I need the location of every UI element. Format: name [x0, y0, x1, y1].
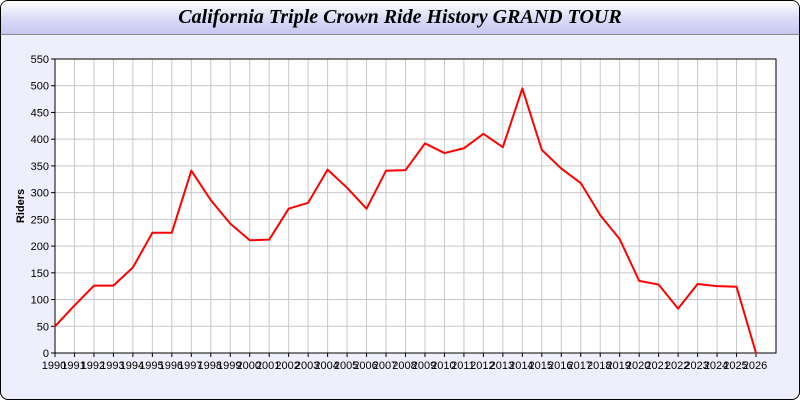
x-tick-label: 2004	[314, 360, 338, 372]
x-tick-label: 1995	[139, 360, 163, 372]
data-point	[268, 238, 270, 241]
x-tick-label: 2013	[490, 360, 514, 372]
data-point	[54, 325, 56, 328]
chart-title: California Triple Crown Ride History GRA…	[178, 6, 622, 28]
x-tick-label: 2021	[645, 360, 669, 372]
data-point	[248, 239, 251, 242]
x-tick-label: 2020	[626, 360, 650, 372]
data-point	[132, 266, 134, 269]
x-tick-label: 2014	[509, 360, 533, 372]
x-tick-label: 2005	[334, 360, 358, 372]
data-point	[73, 304, 76, 307]
x-tick-label: 2024	[704, 360, 728, 372]
x-tick-label: 2023	[684, 360, 708, 372]
y-tick-label: 0	[43, 348, 49, 360]
x-tick-label: 2019	[606, 360, 630, 372]
data-point	[385, 169, 387, 172]
data-point	[404, 169, 407, 171]
x-tick-label: 2007	[373, 360, 397, 372]
plot-border	[54, 58, 777, 354]
x-tick-label: 2008	[392, 360, 416, 372]
data-point	[618, 238, 621, 240]
x-tick-label: 1992	[81, 360, 105, 372]
data-point	[696, 283, 699, 285]
x-tick-label: 2006	[353, 360, 377, 372]
y-tick-label: 250	[31, 214, 49, 226]
x-tick-label: 2017	[568, 360, 592, 372]
x-tick-label: 2003	[295, 360, 319, 372]
x-tick-label: 1994	[120, 360, 144, 372]
data-point	[463, 147, 465, 150]
x-tick-label: 2015	[529, 360, 553, 372]
data-point	[307, 201, 309, 204]
x-tick-label: 2011	[451, 360, 475, 372]
y-tick-label: 450	[31, 107, 49, 119]
data-point	[112, 284, 115, 287]
x-tick-label: 2009	[412, 360, 436, 372]
x-tick-label: 2018	[587, 360, 611, 372]
data-point	[93, 284, 95, 287]
plot-area	[55, 59, 776, 353]
data-point	[638, 280, 640, 282]
y-tick-label: 550	[31, 54, 49, 66]
data-point	[482, 133, 485, 135]
data-point	[735, 285, 738, 288]
data-point	[599, 214, 602, 216]
x-tick-label: 2001	[256, 360, 280, 372]
y-tick-label: 350	[31, 161, 49, 173]
data-point	[502, 146, 504, 148]
x-tick-label: 2022	[665, 360, 689, 372]
x-tick-label: 2026	[743, 360, 767, 372]
data-point	[151, 231, 154, 234]
y-tick-label: 400	[31, 134, 49, 146]
data-point	[287, 207, 290, 210]
title-bar: California Triple Crown Ride History GRA…	[1, 1, 799, 35]
data-point	[424, 142, 426, 145]
data-point	[579, 182, 582, 184]
y-axis-label: Riders	[15, 189, 27, 223]
data-point	[171, 231, 173, 234]
x-tick-label: 2010	[431, 360, 455, 372]
y-tick-label: 200	[31, 241, 49, 253]
x-tick-label: 2000	[236, 360, 260, 372]
x-tick-label: 2016	[548, 360, 572, 372]
x-tick-label: 1990	[42, 360, 66, 372]
data-point	[346, 187, 348, 189]
x-tick-label: 2002	[275, 360, 299, 372]
data-point	[541, 149, 543, 151]
x-tick-label: 1997	[178, 360, 202, 372]
data-point	[190, 169, 193, 172]
y-tick-label: 100	[31, 295, 49, 307]
data-point	[521, 87, 524, 90]
y-tick-label: 150	[31, 268, 49, 280]
y-tick-label: 500	[31, 81, 49, 93]
x-tick-label: 2025	[723, 360, 747, 372]
x-tick-label: 1999	[217, 360, 241, 372]
data-point	[560, 167, 563, 170]
data-point	[209, 199, 212, 201]
data-point	[443, 152, 446, 154]
x-tick-label: 1996	[159, 360, 183, 372]
data-point	[677, 307, 679, 310]
data-point	[657, 283, 660, 286]
y-tick-label: 50	[37, 321, 49, 333]
data-point	[229, 222, 232, 225]
data-point	[755, 352, 757, 354]
data-point	[716, 285, 718, 287]
x-tick-label: 2012	[470, 360, 494, 372]
x-tick-label: 1991	[61, 360, 85, 372]
x-tick-label: 1993	[100, 360, 124, 372]
data-point	[326, 168, 329, 171]
y-tick-label: 300	[31, 188, 49, 200]
data-point	[365, 207, 368, 210]
x-tick-label: 1998	[198, 360, 222, 372]
